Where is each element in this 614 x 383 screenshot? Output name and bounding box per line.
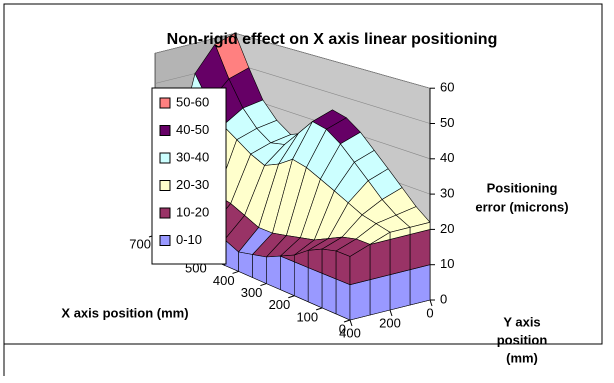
surface-side [293,261,309,303]
surface-side [335,250,351,286]
y-axis-title: (mm) [506,350,538,365]
z-tick-label: 30 [440,186,454,201]
x-axis-title: X axis position (mm) [61,305,188,320]
surface-side [409,229,431,271]
surface-side [349,279,371,321]
z-tick-label: 0 [440,291,447,306]
legend-label: 10-20 [176,204,209,219]
surface-side [369,231,391,245]
z-tick-label: 50 [440,115,454,130]
x-tick [315,307,323,311]
surface-side [307,267,323,309]
x-tick-label: 0 [339,321,346,336]
z-axis-title: error (microns) [475,199,568,214]
x-tick [343,319,351,323]
surface-side [349,243,371,286]
legend-swatch [159,97,171,109]
x-tick [260,283,267,287]
x-tick-label: 400 [213,273,235,288]
x-tick-label: 300 [241,285,263,300]
surface-side [335,278,351,321]
legend-label: 40-50 [176,122,209,137]
z-tick-label: 40 [440,150,454,165]
surface-side [266,255,281,291]
legend-swatch [159,180,171,191]
y-axis-title: position [497,332,548,347]
x-tick-label: 200 [269,297,291,312]
y-tick-label: 0 [426,305,433,320]
legend-swatch [159,152,171,164]
y-tick-label: 400 [339,325,361,340]
legend: 0-10 10-20 20-30 30-40 40-50 50-60 [151,87,227,265]
legend-swatch [159,207,171,219]
surface-side [280,255,295,297]
z-axis-title: Positioning [487,180,558,195]
surface-side [389,234,411,276]
surface-side [369,239,391,281]
legend-label: 20-30 [176,177,209,192]
x-tick [232,270,239,274]
y-tick [429,299,433,307]
chart-title: Non-rigid effect on X axis linear positi… [167,31,498,48]
x-tick-label: 700 [129,236,151,251]
surface-side [409,264,431,306]
z-tick-label: 20 [440,221,454,236]
y-tick [349,319,353,327]
legend-label: 30-40 [176,149,209,164]
surface-side [389,269,411,311]
legend-swatch [159,235,171,246]
legend-swatch [159,125,171,136]
y-axis-title: Y axis [503,314,540,329]
legend-label: 50-60 [176,94,209,109]
x-tick [288,295,295,299]
legend-box [151,87,227,265]
x-tick-label: 100 [296,309,318,324]
z-tick-label: 60 [440,80,454,95]
surface-side [321,272,337,315]
z-tick-label: 10 [440,256,454,271]
legend-label: 0-10 [176,232,202,247]
surface-side [369,274,391,316]
y-tick [389,309,393,317]
y-tick-label: 200 [379,315,401,330]
